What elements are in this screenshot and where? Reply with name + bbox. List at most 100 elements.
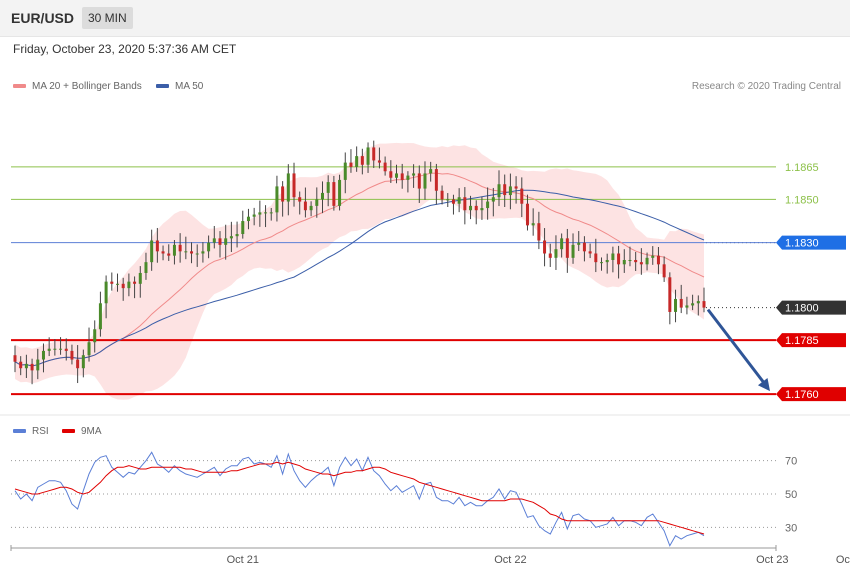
candle-body — [47, 348, 51, 351]
rsi-tick-label: 50 — [785, 489, 797, 501]
ma50-line — [14, 189, 705, 367]
level-tag — [776, 387, 846, 402]
candle-body — [343, 162, 347, 180]
candle-body — [338, 179, 342, 206]
candle-body — [440, 190, 444, 200]
candle-body — [184, 251, 188, 253]
forecast-arrow — [706, 308, 767, 386]
candle-body — [224, 238, 228, 245]
rsi-tick-label: 30 — [785, 522, 797, 534]
candle-body — [320, 192, 324, 200]
candle-body — [497, 184, 501, 198]
credit-label: Research © 2020 Trading Central — [691, 81, 841, 92]
forecast-arrow-head — [757, 377, 770, 392]
candle-body — [326, 182, 330, 193]
candle-body — [617, 253, 621, 265]
level-label-1.1850: 1.1850 — [785, 194, 819, 206]
candle-body — [229, 236, 233, 239]
candle-body — [212, 238, 216, 243]
timeframe-button[interactable]: 30 MIN — [82, 7, 133, 29]
candle-body — [332, 182, 336, 206]
candle-body — [548, 253, 552, 258]
legend-swatch — [62, 429, 75, 434]
legend-ma50-label: MA 50 — [175, 81, 204, 92]
candle-body — [554, 249, 558, 258]
candle-body — [121, 283, 125, 289]
level-label-1.1800: 1.1800 — [776, 300, 846, 315]
candle-body — [269, 212, 273, 214]
candle-body — [59, 348, 63, 350]
candle-body — [172, 244, 176, 256]
ma20-line — [14, 172, 705, 367]
candle-body — [207, 242, 211, 252]
candles-group — [13, 140, 706, 385]
candle-body — [64, 348, 68, 351]
candle-body — [480, 208, 484, 211]
candle-body — [691, 303, 695, 306]
candle-body — [81, 355, 85, 369]
candle-body — [36, 359, 40, 371]
candle-body — [13, 355, 17, 362]
candle-body — [41, 350, 45, 360]
candle-body — [400, 173, 404, 180]
candle-body — [696, 301, 700, 304]
candle-body — [457, 197, 461, 204]
candle-body — [138, 272, 142, 284]
candle-body — [19, 361, 23, 369]
candle-body — [355, 156, 359, 167]
legend-swatch — [156, 84, 169, 89]
candle-body — [594, 253, 598, 263]
candle-body — [469, 205, 473, 211]
candle-body — [195, 253, 199, 255]
candle-body — [634, 259, 638, 263]
candle-body — [639, 262, 643, 265]
bollinger-band — [15, 142, 704, 400]
candle-body — [656, 255, 660, 265]
level-label-1.1785: 1.1785 — [776, 333, 846, 348]
candle-body — [486, 201, 490, 209]
candle-body — [258, 212, 262, 215]
candle-body — [264, 212, 268, 214]
candle-body — [281, 186, 285, 202]
level-value: 1.1760 — [785, 389, 819, 401]
legend-ma20: MA 20 + Bollinger Bands — [13, 81, 142, 92]
candle-body — [87, 342, 91, 356]
x-tick-label: Oct 22 — [494, 554, 526, 566]
candle-body — [429, 169, 433, 174]
candle-body — [218, 238, 222, 245]
candle-body — [514, 186, 518, 189]
candle-body — [622, 259, 626, 265]
legend-rsi-label: RSI — [32, 426, 49, 437]
candle-body — [98, 303, 102, 330]
level-value: 1.1800 — [785, 303, 819, 315]
level-value: 1.1850 — [785, 194, 819, 206]
level-tag — [776, 333, 846, 348]
candle-body — [104, 281, 108, 304]
legend-swatch — [13, 84, 26, 89]
candle-body — [178, 244, 182, 252]
candle-body — [246, 216, 250, 222]
candle-body — [349, 162, 353, 167]
candle-body — [588, 251, 592, 254]
candle-body — [412, 173, 416, 176]
candle-body — [406, 175, 410, 180]
candle-body — [651, 255, 655, 258]
level-value: 1.1865 — [785, 162, 819, 174]
x-tick-label: Oct 23 — [756, 554, 788, 566]
candle-body — [702, 301, 706, 308]
candle-body — [76, 359, 80, 369]
level-tag — [776, 300, 846, 315]
candle-body — [577, 242, 581, 245]
candle-body — [582, 242, 586, 252]
candle-body — [161, 251, 165, 254]
candle-body — [292, 173, 296, 198]
candle-body — [298, 197, 302, 202]
candle-body — [434, 169, 438, 191]
candle-body — [491, 197, 495, 202]
candle-body — [366, 147, 370, 165]
candle-body — [503, 184, 507, 196]
candle-body — [389, 171, 393, 178]
candle-body — [70, 350, 74, 360]
candle-body — [115, 283, 119, 285]
